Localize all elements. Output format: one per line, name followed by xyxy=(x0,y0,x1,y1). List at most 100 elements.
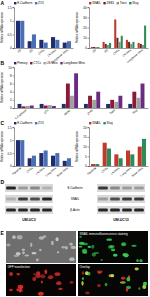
image-label: SNAIL immunofluorescence staining xyxy=(80,232,129,236)
bar xyxy=(110,100,114,108)
cell xyxy=(131,245,136,247)
blot-band xyxy=(30,197,40,200)
legend-label: SNAIL xyxy=(92,121,101,125)
tick: 40 xyxy=(83,6,89,10)
tick: 6 xyxy=(10,82,14,86)
tick: Parental xyxy=(11,166,22,176)
chart: CE-CadherinZO100.511.5ParentalCTCsLN Met… xyxy=(0,120,74,178)
tick-mark xyxy=(88,48,90,49)
tick-mark xyxy=(88,38,90,39)
cell xyxy=(6,244,10,247)
cell xyxy=(9,289,13,291)
bar xyxy=(126,40,128,48)
tick-mark xyxy=(88,147,90,148)
blot-band xyxy=(30,208,40,211)
legend-item: CTCs xyxy=(30,61,41,65)
cell xyxy=(32,277,36,281)
legend: PrimaryCTCsLN MetsLung/bone Mets xyxy=(14,61,86,65)
blot-strip xyxy=(97,195,145,203)
legend-swatch xyxy=(129,2,131,4)
bar xyxy=(103,143,107,166)
bar xyxy=(103,42,105,48)
bar xyxy=(52,106,56,108)
legend-item: E-Cadherin xyxy=(14,121,33,125)
bar xyxy=(142,139,146,166)
cell xyxy=(82,251,87,254)
tick-label: 4 xyxy=(10,90,12,94)
panel-label: B xyxy=(1,60,5,66)
tick-mark xyxy=(13,108,15,109)
cell xyxy=(17,274,19,276)
tick-label: CTCs xyxy=(26,166,35,174)
bar xyxy=(130,154,134,166)
cell-line-label: UM-UC13 xyxy=(113,218,129,222)
tick-label: 2D xyxy=(92,48,97,53)
tick-label: 10 xyxy=(83,36,87,40)
tick: 5 xyxy=(85,155,89,159)
tick-label: SNAIL xyxy=(63,108,72,117)
bar xyxy=(74,73,78,108)
tick: 0.5 xyxy=(8,33,14,37)
axis-line xyxy=(88,8,90,49)
legend-swatch xyxy=(43,62,45,64)
row-label: SNAIL xyxy=(71,197,80,201)
cell xyxy=(108,245,112,248)
chart: AE-CadherinZO100.511.52D3DCTCsLN MetsLun… xyxy=(0,0,74,64)
chart: SNAILSlug05101520ParentalCTCsLN MetsLung… xyxy=(75,121,149,178)
tick-mark xyxy=(88,127,90,128)
cell xyxy=(51,241,54,246)
tick: 1.5 xyxy=(8,126,14,130)
y-axis-title: Relative mRNA expression xyxy=(75,131,79,162)
blot-band xyxy=(134,186,144,189)
tick-label: CTCs xyxy=(101,166,110,174)
figure-svg: AE-CadherinZO100.511.52D3DCTCsLN MetsLun… xyxy=(0,0,150,297)
legend: E-CadherinZO1 xyxy=(14,1,44,5)
bar xyxy=(114,154,118,166)
bar xyxy=(95,164,99,166)
cell xyxy=(85,292,89,295)
tick-mark xyxy=(13,67,15,68)
y-axis-title: Relative mRNA expression xyxy=(75,12,79,43)
tick-label: Slug xyxy=(131,108,138,115)
panel-label: E xyxy=(1,230,5,236)
tick-label: 6 xyxy=(10,82,12,86)
legend-item: E-Cadherin xyxy=(14,1,33,5)
cell xyxy=(135,268,139,271)
image-tile: Overlay xyxy=(78,264,148,296)
legend-swatch xyxy=(103,122,105,124)
cell xyxy=(16,252,21,256)
tick: ZEB1 xyxy=(86,108,94,116)
tick-mark xyxy=(13,21,15,22)
cell xyxy=(71,246,76,249)
cell xyxy=(39,249,41,251)
tick: CTCs xyxy=(37,48,46,56)
plot: 0246810E-CadherinZO1SNAILZEB1TwistSlug xyxy=(8,66,148,121)
image-tile: GFP transfection xyxy=(6,264,76,296)
image-label: GFP transfection xyxy=(8,265,31,269)
bar xyxy=(66,84,70,108)
cell xyxy=(121,242,126,246)
tick-label: 0 xyxy=(85,46,87,50)
tick-label: ZO1 xyxy=(43,108,50,115)
bar xyxy=(28,41,32,48)
tick: 10 xyxy=(83,145,89,149)
tick: CTCs xyxy=(112,48,121,56)
image-tile: SNAIL immunofluorescence staining xyxy=(78,231,148,263)
chart: BPrimaryCTCsLN MetsLung/bone Mets0246810… xyxy=(0,60,149,120)
bar xyxy=(95,47,97,48)
tick-label: 3D xyxy=(103,48,108,53)
blot-band xyxy=(18,197,28,200)
bar xyxy=(118,96,122,108)
panel-label: C xyxy=(1,120,5,126)
cell xyxy=(58,288,62,290)
cell xyxy=(97,284,100,287)
image-background xyxy=(6,264,76,296)
tick-label: 20 xyxy=(83,126,87,130)
cell xyxy=(138,287,140,289)
cell xyxy=(9,272,13,276)
image-panel: E SNAIL immunofluorescence staining GFP tr… xyxy=(1,230,149,296)
bar xyxy=(140,44,142,48)
tick-label: 0.5 xyxy=(8,33,13,37)
tick: Bone Mets xyxy=(131,166,144,178)
image-background xyxy=(6,231,76,263)
